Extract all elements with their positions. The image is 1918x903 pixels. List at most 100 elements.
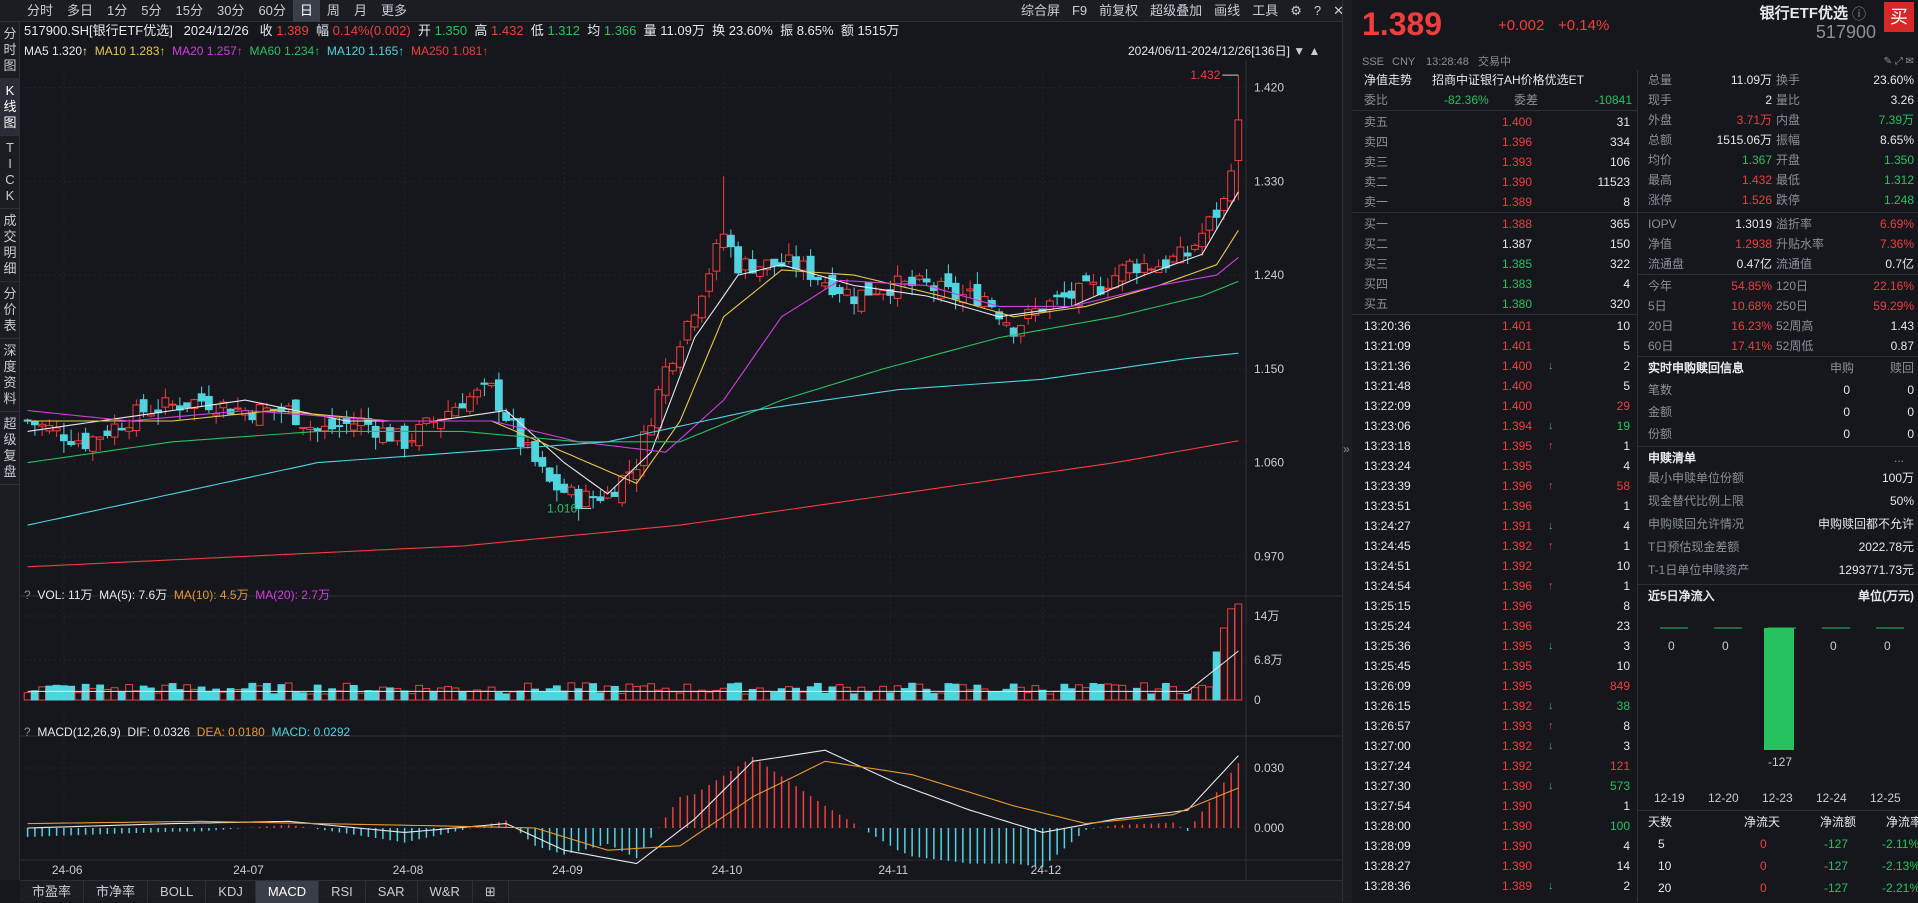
- macd-dea: DEA: 0.0180: [196, 725, 265, 739]
- volume-bar: [502, 693, 511, 701]
- candle-body: [1074, 282, 1083, 307]
- tick-volume: 29: [1616, 399, 1630, 413]
- subs-row-label: 笔数: [1648, 383, 1673, 397]
- candle-body: [864, 281, 873, 296]
- period-tab-2[interactable]: 1分: [107, 3, 128, 18]
- tick-direction-icon: ↑: [1548, 440, 1554, 452]
- stat-label: 最高: [1648, 173, 1673, 187]
- period-tab-10[interactable]: 更多: [380, 3, 407, 18]
- help-icon[interactable]: ?: [1313, 3, 1322, 18]
- tick-volume: 23: [1616, 619, 1630, 633]
- volume-bar: [531, 688, 540, 701]
- side-tab-5[interactable]: 深度资料: [0, 339, 20, 412]
- stat-label: 最低: [1776, 173, 1801, 187]
- flow-table-cell: 0: [1760, 859, 1767, 873]
- ask-level-label: 卖四: [1364, 135, 1389, 149]
- tick-volume: 1: [1623, 499, 1630, 513]
- tool-menu-item-1[interactable]: F9: [1071, 3, 1088, 18]
- buy-button[interactable]: 买: [1884, 2, 1914, 32]
- indicator-tab-2[interactable]: BOLL: [148, 881, 207, 903]
- stat-value: 1515.06万: [1716, 133, 1772, 147]
- tick-time: 13:23:39: [1364, 479, 1411, 493]
- settings-icon[interactable]: ⚙: [1290, 3, 1302, 18]
- volume-bar: [458, 691, 467, 701]
- volume-bar: [973, 684, 982, 701]
- collapse-arrow-icon[interactable]: »: [1343, 442, 1350, 456]
- range-up-icon[interactable]: ▲: [1308, 44, 1321, 58]
- date-range[interactable]: 2024/06/11-2024/12/26[136日] ▼ ▲: [1128, 42, 1320, 60]
- stat-value: 8.65%: [1879, 133, 1914, 147]
- inflow-date-label: 12-20: [1708, 791, 1739, 805]
- stat-label: 52周低: [1776, 339, 1814, 353]
- tool-menu-item-2[interactable]: 前复权: [1099, 3, 1139, 18]
- side-tab-4[interactable]: 分价表: [0, 282, 20, 339]
- tick-price: 1.390: [1502, 839, 1533, 853]
- side-tab-3[interactable]: 成交明细: [0, 209, 20, 282]
- tool-menu-item-0[interactable]: 综合屏: [1020, 3, 1060, 18]
- period-tab-6[interactable]: 60分: [258, 3, 286, 18]
- add-indicator-icon[interactable]: ⊞: [473, 881, 509, 903]
- candle-body: [915, 275, 924, 280]
- vol-help-icon[interactable]: ?: [24, 588, 31, 602]
- indicator-tab-0[interactable]: 市盈率: [20, 881, 85, 903]
- ask-level-label: 卖二: [1364, 175, 1389, 189]
- indicator-tab-1[interactable]: 市净率: [84, 881, 149, 903]
- indicator-tab-7[interactable]: W&R: [418, 881, 473, 903]
- period-tab-5[interactable]: 30分: [216, 3, 245, 18]
- ma5-line: [27, 191, 1239, 495]
- indicator-tab-6[interactable]: SAR: [366, 881, 418, 903]
- tool-menu-item-5[interactable]: 工具: [1252, 3, 1279, 18]
- macd-help-icon[interactable]: ?: [24, 725, 31, 739]
- candle-body: [88, 436, 97, 452]
- close-label: 收: [259, 23, 273, 38]
- period-tab-7[interactable]: 日: [292, 0, 320, 22]
- indicator-tab-3[interactable]: KDJ: [206, 881, 256, 903]
- side-tab-0[interactable]: 分时图: [0, 22, 20, 79]
- ask-level-label: 卖五: [1364, 115, 1389, 129]
- ask-level-label: 卖一: [1364, 195, 1389, 209]
- stat-value: 17.41%: [1731, 339, 1772, 353]
- volume-bar: [1176, 692, 1185, 701]
- period-tab-3[interactable]: 5分: [141, 3, 162, 18]
- indicator-tab-5[interactable]: RSI: [319, 881, 366, 903]
- macd-value: MACD: 0.0292: [271, 725, 351, 739]
- tick-volume: 3: [1623, 639, 1630, 653]
- quote-date: 2024/12/26: [183, 23, 249, 38]
- vol-tick-label: 0: [1254, 693, 1261, 707]
- period-tab-9[interactable]: 月: [353, 3, 367, 18]
- period-tab-1[interactable]: 多日: [67, 3, 94, 18]
- tick-price: 1.395: [1502, 659, 1533, 673]
- period-tab-8[interactable]: 周: [326, 3, 340, 18]
- collapse-panel-handle[interactable]: »: [1342, 0, 1352, 902]
- candle-body: [538, 457, 547, 467]
- volume-bar: [1053, 690, 1062, 701]
- tool-menu-item-3[interactable]: 超级叠加: [1150, 3, 1203, 18]
- time-tick-label: 24-12: [1031, 863, 1062, 877]
- side-tab-6[interactable]: 超级复盘: [0, 412, 20, 485]
- volume-bar: [705, 691, 714, 701]
- period-tab-4[interactable]: 15分: [175, 3, 203, 18]
- range-dropdown-icon[interactable]: ▼: [1293, 44, 1306, 58]
- candle-body: [161, 397, 170, 408]
- tick-price: 1.395: [1502, 439, 1533, 453]
- tick-time: 13:28:27: [1364, 859, 1411, 873]
- flow-table-cell: -2.21%: [1882, 881, 1918, 895]
- tick-price: 1.390: [1502, 819, 1533, 833]
- period-tab-0[interactable]: 分时: [27, 3, 54, 18]
- tick-volume: 10: [1616, 559, 1630, 573]
- volume-bar: [987, 691, 996, 701]
- creation-list-title: 申赎清单: [1648, 451, 1697, 465]
- stat-label: 涨停: [1648, 193, 1673, 207]
- turnover-value: 23.60%: [728, 23, 773, 38]
- low-value: 1.312: [547, 23, 580, 38]
- tick-direction-icon: ↓: [1548, 780, 1554, 792]
- indicator-tab-4[interactable]: MACD: [255, 881, 320, 903]
- creation-list-label: 最小申赎单位份额: [1648, 471, 1745, 485]
- kline-chart[interactable]: 1.420 1.330 1.240 1.150 1.060 0.970 24-06 24-07…: [20, 60, 1342, 880]
- close-icon[interactable]: ✕: [1333, 3, 1344, 18]
- flow-table-cell: -127: [1824, 881, 1849, 895]
- tool-menu-item-4[interactable]: 画线: [1214, 3, 1241, 18]
- volume-bar: [871, 690, 880, 701]
